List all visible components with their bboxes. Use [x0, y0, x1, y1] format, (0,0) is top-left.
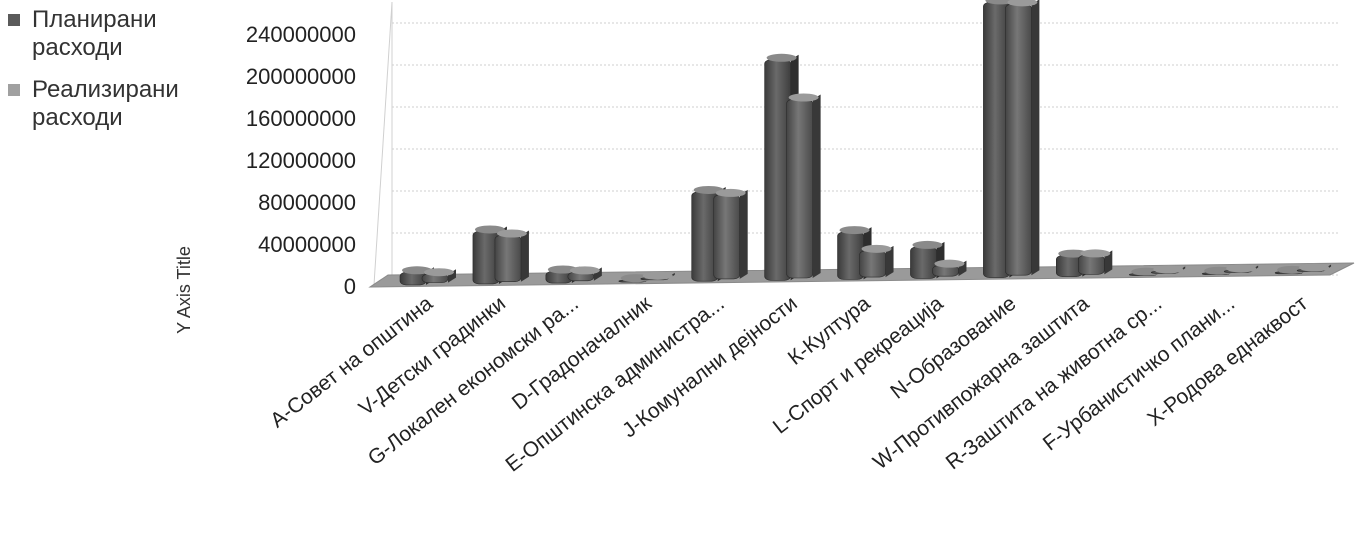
y-tick-label: 160000000 [246, 106, 356, 131]
bar-top [839, 226, 870, 235]
bar-side [520, 230, 529, 282]
bar-top [912, 240, 943, 249]
bar-top [1058, 249, 1089, 258]
bar-front [494, 235, 522, 282]
legend-swatch-realized [8, 84, 20, 96]
bar-side [593, 267, 602, 281]
y-tick-label: 200000000 [246, 64, 356, 89]
y-tick-label: 80000000 [258, 190, 356, 215]
bar [494, 229, 529, 282]
bar [713, 188, 748, 280]
legend-label-realized: Реализирани расходи [32, 76, 179, 131]
bar-top [934, 259, 965, 268]
y-tick-label: 0 [344, 274, 356, 299]
legend-swatch-planned [8, 14, 20, 26]
bar [421, 268, 456, 283]
bar-side [1031, 0, 1040, 276]
y-axis: 0 40000000 80000000 120000000 160000000 20000… [246, 22, 356, 299]
bar [786, 93, 821, 279]
bar [1150, 265, 1186, 274]
bar-top [861, 244, 892, 253]
bar-top [1153, 265, 1184, 274]
legend-item-realized: Реализирани расходи [8, 76, 198, 132]
bar-side [739, 189, 748, 279]
bar-top [547, 265, 578, 274]
bar-top [1299, 263, 1330, 272]
bar-top [715, 188, 746, 197]
bar [1005, 0, 1040, 276]
bar-front [713, 194, 740, 280]
bar-top [569, 266, 600, 275]
bar [1223, 264, 1259, 273]
bar-front [859, 250, 886, 278]
bar [1296, 263, 1332, 272]
bar [859, 244, 894, 278]
y-tick-label: 120000000 [246, 148, 356, 173]
legend-item-planned: Планирани расходи [8, 6, 198, 62]
y-tick-label: 40000000 [258, 232, 356, 257]
wall-edge [373, 1, 393, 286]
bar-side [448, 269, 456, 283]
bar-side [812, 94, 821, 279]
bar [932, 259, 967, 277]
bar [640, 271, 675, 281]
grid-layer [373, 1, 1340, 286]
legend: Планирани расходи Реализирани расходи [8, 6, 198, 146]
bar-top [1007, 0, 1038, 7]
bar-side [885, 245, 894, 278]
x-tick-label: N-Образование [886, 292, 1020, 404]
bar-top [474, 225, 505, 234]
bar-top [424, 268, 454, 277]
bar-front [1005, 4, 1032, 276]
bar-front [786, 99, 813, 279]
bar-top [766, 53, 797, 62]
y-tick-label: 240000000 [246, 22, 356, 47]
bar [567, 266, 602, 282]
bar-side [1104, 250, 1113, 275]
bar [1078, 249, 1113, 275]
y-axis-title: Y Axis Title [174, 246, 194, 334]
legend-label-planned: Планирани расходи [32, 6, 157, 61]
bar-top [496, 229, 527, 238]
bars-layer [399, 0, 1332, 286]
bar-front [1078, 255, 1105, 275]
bar-top [788, 93, 819, 102]
bar-top [1080, 249, 1111, 258]
bar-top [642, 271, 673, 280]
bar-top [1226, 264, 1257, 273]
